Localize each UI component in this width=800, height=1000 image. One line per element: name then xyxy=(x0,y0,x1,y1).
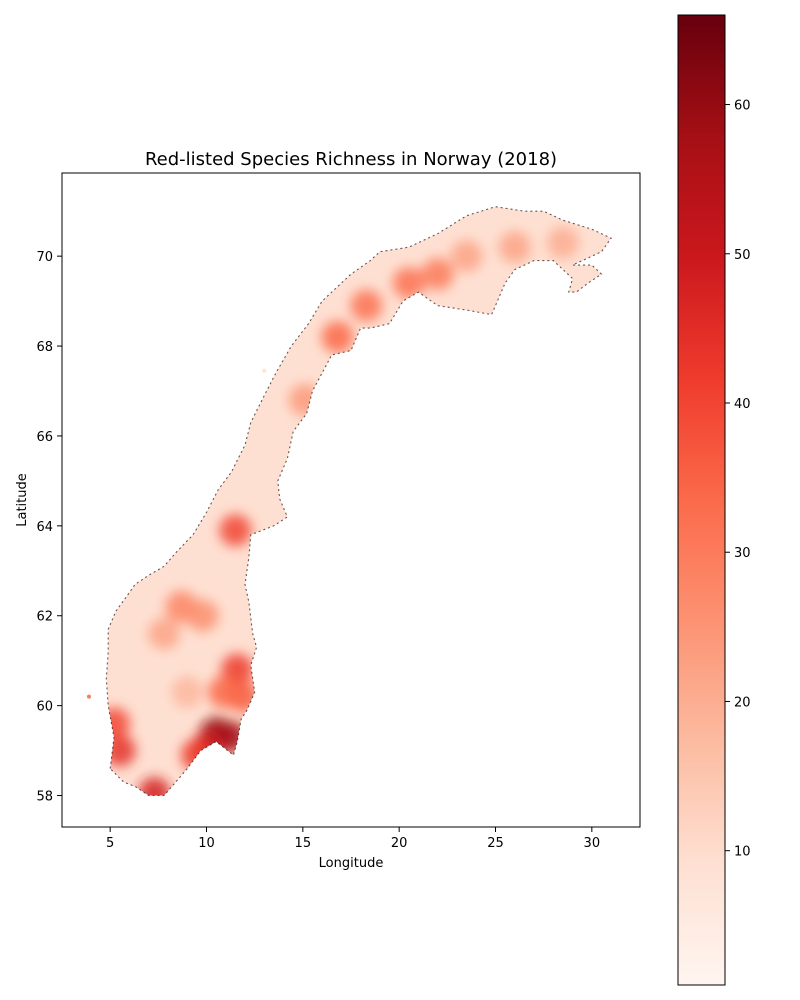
island-cell xyxy=(262,368,267,373)
y-tick-label: 68 xyxy=(36,340,53,355)
x-tick-label: 30 xyxy=(584,836,601,851)
norway-land-area xyxy=(106,206,612,796)
richness-hotspot xyxy=(421,258,454,291)
y-tick-label: 66 xyxy=(36,430,53,445)
colorbar-tick-label: 10 xyxy=(734,845,751,860)
coastline xyxy=(105,206,612,797)
y-axis-label: Latitude xyxy=(15,473,30,527)
y-tick-label: 62 xyxy=(36,610,53,625)
colorbar-tick-label: 60 xyxy=(734,99,751,114)
x-tick-label: 10 xyxy=(198,836,215,851)
x-axis-ticks: 5 10 15 20 25 30 xyxy=(106,827,600,851)
richness-hotspot xyxy=(180,739,213,772)
island-cell xyxy=(86,694,91,699)
richness-hotspot xyxy=(186,599,219,632)
richness-hotspot xyxy=(392,267,425,300)
richness-hotspot xyxy=(171,676,204,709)
y-tick-label: 60 xyxy=(36,700,53,715)
richness-hotspot xyxy=(498,231,531,264)
x-axis-label: Longitude xyxy=(319,856,384,871)
chart-title: Red-listed Species Richness in Norway (2… xyxy=(145,149,557,170)
y-tick-label: 58 xyxy=(36,790,53,805)
richness-hotspot xyxy=(288,383,321,416)
richness-hotspot xyxy=(219,514,252,547)
richness-hotspot xyxy=(148,617,181,650)
colorbar-tick-label: 40 xyxy=(734,397,751,412)
y-axis-ticks: 58 60 62 64 66 68 70 xyxy=(36,250,62,805)
y-tick-label: 70 xyxy=(36,250,53,265)
x-tick-label: 15 xyxy=(295,836,312,851)
richness-hotspot xyxy=(321,321,354,354)
colorbar-ticks: 10 20 30 40 50 60 xyxy=(725,99,751,860)
colorbar-tick-label: 50 xyxy=(734,248,751,263)
colorbar-tick-label: 30 xyxy=(734,546,751,561)
colorbar-tick-label: 20 xyxy=(734,695,751,710)
colorbar xyxy=(677,14,726,986)
x-tick-label: 5 xyxy=(106,836,114,851)
map-layer xyxy=(86,206,612,797)
richness-hotspot xyxy=(350,289,383,322)
x-tick-label: 25 xyxy=(487,836,504,851)
richness-hotspot xyxy=(106,707,131,740)
y-tick-label: 64 xyxy=(36,520,53,535)
richness-hotspot xyxy=(546,226,579,259)
richness-hotspot xyxy=(450,240,483,273)
plot-frame xyxy=(61,172,641,828)
richness-hotspot xyxy=(106,734,136,767)
x-tick-label: 20 xyxy=(391,836,408,851)
richness-hotspot xyxy=(138,777,171,796)
richness-hotspot xyxy=(207,676,240,709)
